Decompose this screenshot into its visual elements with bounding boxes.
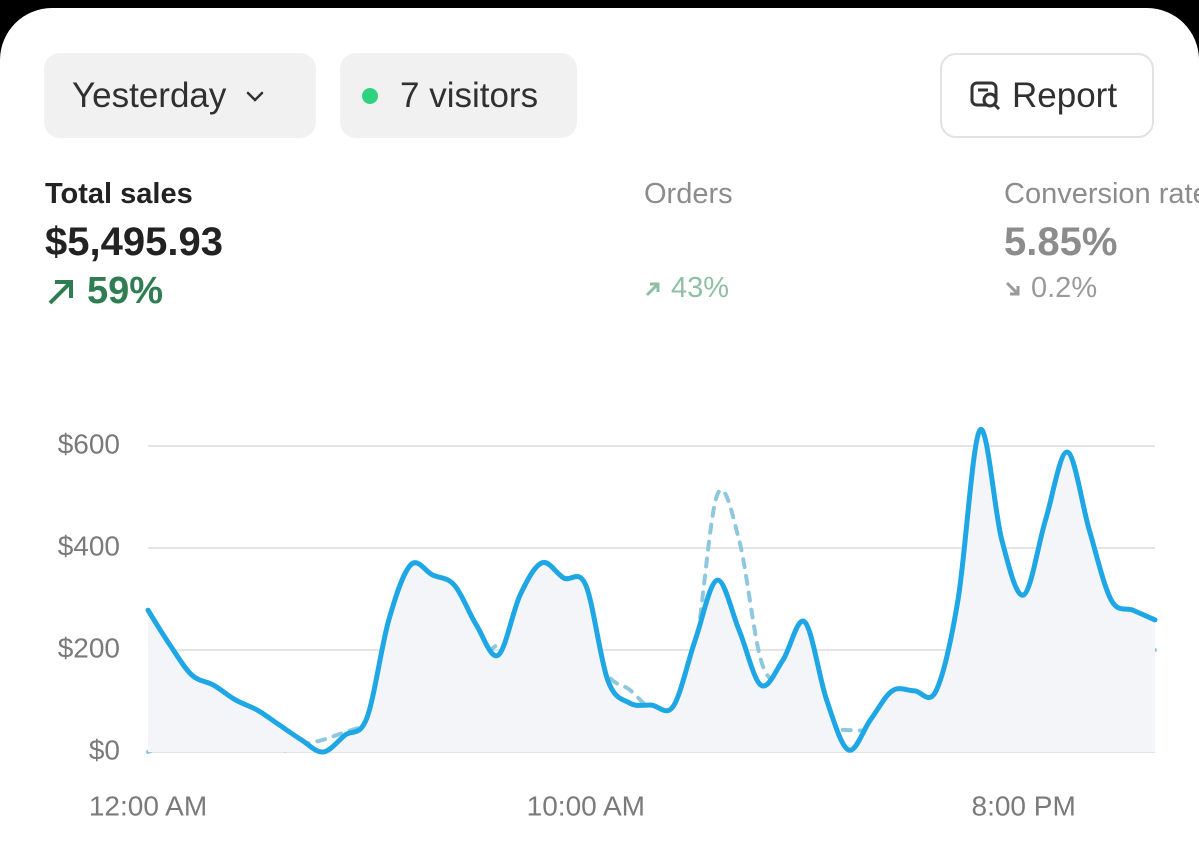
- arrow-up-icon: [645, 282, 660, 296]
- area: [148, 429, 1155, 753]
- report-text: Report: [1012, 75, 1118, 115]
- line: [145, 427, 1158, 755]
- card: Yesterday 7 visitors Report Total sales …: [0, 8, 1199, 856]
- metric-change-text: 59%: [87, 270, 164, 312]
- period-text: Yesterday: [72, 75, 227, 115]
- report-icon: [970, 81, 1001, 110]
- visitors-text: 7 visitors: [400, 75, 539, 115]
- period-dropdown[interactable]: Yesterday: [44, 53, 316, 138]
- metric-value: 5.85%: [1004, 220, 1118, 264]
- y-tick-label: $0: [89, 734, 120, 765]
- y-tick-label: $600: [58, 428, 120, 459]
- report-button[interactable]: Report: [940, 53, 1154, 138]
- y-tick-label: $400: [58, 530, 120, 561]
- x-tick-label: 8:00 PM: [972, 790, 1076, 821]
- metric-change: 0.2%: [1003, 272, 1097, 305]
- metric-label[interactable]: Total sales: [45, 178, 193, 210]
- chart: $0 $200 $400 $600 12:00 AM 10:00 AM 8:00 PM: [58, 427, 1158, 821]
- y-tick-label: $200: [58, 632, 120, 663]
- arrow-up-icon: [48, 279, 73, 304]
- metric-change-text: 0.2%: [1031, 272, 1098, 304]
- x-tick-label: 10:00 AM: [527, 790, 645, 821]
- arrow-down-icon: [1005, 281, 1020, 295]
- metric-change-text: 43%: [671, 272, 730, 304]
- live-dot: [362, 87, 378, 104]
- metric-label[interactable]: Orders: [644, 178, 733, 210]
- chevron-icon: [247, 91, 264, 102]
- metric-change: 43%: [643, 272, 729, 305]
- metric-value: $5,495.93: [45, 220, 223, 264]
- x-tick-label: 12:00 AM: [89, 790, 207, 821]
- metric-label[interactable]: Conversion rate: [1004, 178, 1199, 210]
- visitors-button[interactable]: 7 visitors: [340, 53, 577, 138]
- metric-change: 59%: [45, 270, 163, 313]
